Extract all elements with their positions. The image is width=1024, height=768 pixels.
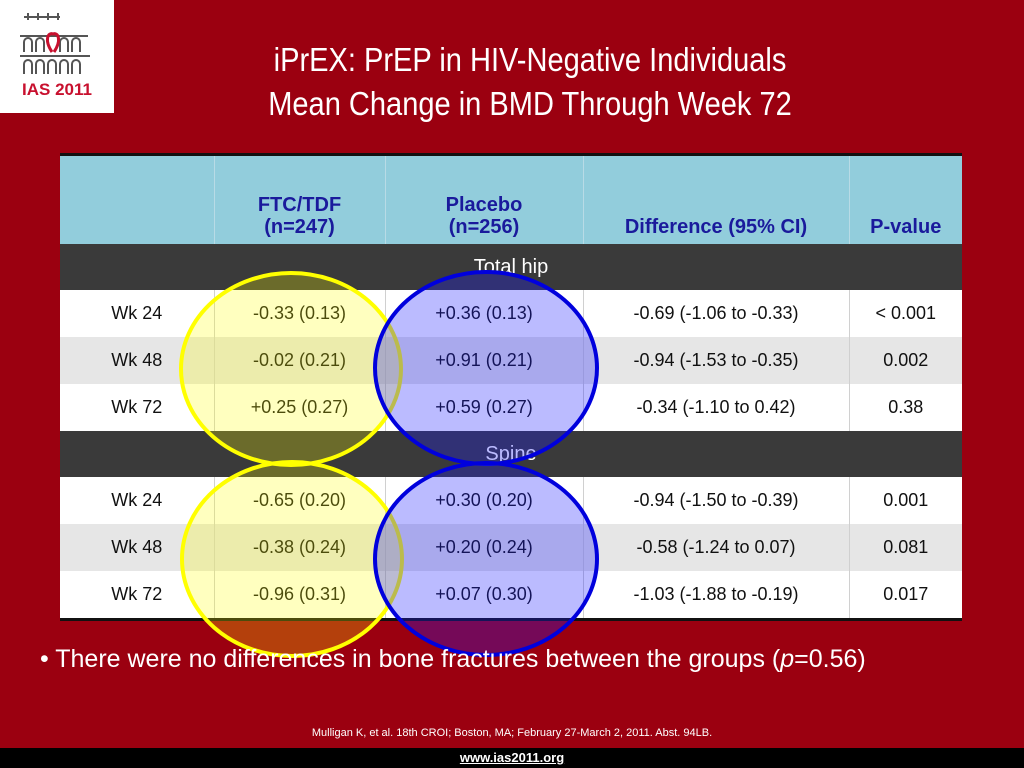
table-cell: -0.94 (-1.53 to -0.35) xyxy=(582,337,849,384)
table-cell: -0.02 (0.21) xyxy=(213,337,385,384)
table-row: Wk 48 -0.38 (0.24) +0.20 (0.24) -0.58 (-… xyxy=(60,524,962,571)
table-cell: 0.017 xyxy=(848,571,962,618)
table-cell: -0.65 (0.20) xyxy=(213,477,385,524)
logo-text: IAS 2011 xyxy=(22,80,92,99)
table-cell: Wk 24 xyxy=(60,290,214,337)
table-cell: 0.081 xyxy=(848,524,962,571)
table-cell: -1.03 (-1.88 to -0.19) xyxy=(582,571,849,618)
bullet-text-before: • There were no differences in bone frac… xyxy=(40,645,781,673)
colosseum-icon xyxy=(20,13,90,74)
header-label: P-value xyxy=(870,216,942,238)
title-line-2: Mean Change in BMD Through Week 72 xyxy=(268,85,792,122)
table-cell: +0.07 (0.30) xyxy=(384,571,583,618)
table-cell: Wk 72 xyxy=(60,571,214,618)
header-cell-ftc-tdf: FTC/TDF (n=247) xyxy=(213,156,385,244)
header-label: Placebo xyxy=(445,194,523,216)
table-row: Wk 24 -0.65 (0.20) +0.30 (0.20) -0.94 (-… xyxy=(60,477,962,524)
table-cell: -0.69 (-1.06 to -0.33) xyxy=(582,290,849,337)
table-cell: +0.91 (0.21) xyxy=(384,337,583,384)
table-cell: +0.36 (0.13) xyxy=(384,290,583,337)
table-cell: 0.002 xyxy=(848,337,962,384)
table-cell: Wk 48 xyxy=(60,337,214,384)
slide-title: iPrEX: PrEP in HIV-Negative Individuals … xyxy=(196,38,865,126)
table-cell: Wk 48 xyxy=(60,524,214,571)
table-row: Wk 24 -0.33 (0.13) +0.36 (0.13) -0.69 (-… xyxy=(60,290,962,337)
table-row: Wk 72 -0.96 (0.31) +0.07 (0.30) -1.03 (-… xyxy=(60,571,962,618)
p-symbol: p xyxy=(780,645,795,673)
footer-link[interactable]: www.ias2011.org xyxy=(459,750,565,765)
footer-bar: www.ias2011.org xyxy=(0,748,1024,768)
header-sublabel: (n=256) xyxy=(448,216,520,238)
section-label: Spine xyxy=(60,431,962,477)
table-cell: -0.33 (0.13) xyxy=(213,290,385,337)
table-row: Wk 72 +0.25 (0.27) +0.59 (0.27) -0.34 (-… xyxy=(60,384,962,431)
table-cell: < 0.001 xyxy=(848,290,962,337)
ias-logo: IAS 2011 xyxy=(0,0,114,113)
table-cell: -0.38 (0.24) xyxy=(213,524,385,571)
red-ribbon-icon xyxy=(45,32,61,53)
table-cell: -0.34 (-1.10 to 0.42) xyxy=(582,384,849,431)
section-row-spine: Spine xyxy=(60,431,962,477)
table-cell: 0.38 xyxy=(848,384,962,431)
table-cell: -0.58 (-1.24 to 0.07) xyxy=(582,524,849,571)
header-cell-blank xyxy=(60,156,214,244)
header-sublabel: (n=247) xyxy=(264,216,335,238)
table-cell: -0.96 (0.31) xyxy=(213,571,385,618)
table-cell: 0.001 xyxy=(848,477,962,524)
title-line-1: iPrEX: PrEP in HIV-Negative Individuals xyxy=(273,41,787,78)
table-cell: +0.20 (0.24) xyxy=(384,524,583,571)
header-cell-p-value: P-value xyxy=(848,156,962,244)
section-label: Total hip xyxy=(60,244,962,290)
table-cell: +0.30 (0.20) xyxy=(384,477,583,524)
header-cell-placebo: Placebo (n=256) xyxy=(384,156,583,244)
table-cell: Wk 72 xyxy=(60,384,214,431)
header-cell-difference: Difference (95% CI) xyxy=(582,156,849,244)
bullet-text-after: =0.56) xyxy=(794,645,866,673)
table-cell: +0.25 (0.27) xyxy=(213,384,385,431)
table-row: Wk 48 -0.02 (0.21) +0.91 (0.21) -0.94 (-… xyxy=(60,337,962,384)
citation: Mulligan K, et al. 18th CROI; Boston, MA… xyxy=(311,727,713,739)
section-row-total-hip: Total hip xyxy=(60,244,962,290)
fracture-note: • There were no differences in bone frac… xyxy=(40,645,866,674)
bmd-table: FTC/TDF (n=247) Placebo (n=256) Differen… xyxy=(60,153,962,621)
table-cell: +0.59 (0.27) xyxy=(384,384,583,431)
table-header-row: FTC/TDF (n=247) Placebo (n=256) Differen… xyxy=(60,156,962,244)
table-cell: -0.94 (-1.50 to -0.39) xyxy=(582,477,849,524)
header-label: Difference (95% CI) xyxy=(624,216,808,238)
header-label: FTC/TDF xyxy=(257,194,342,216)
table-cell: Wk 24 xyxy=(60,477,214,524)
